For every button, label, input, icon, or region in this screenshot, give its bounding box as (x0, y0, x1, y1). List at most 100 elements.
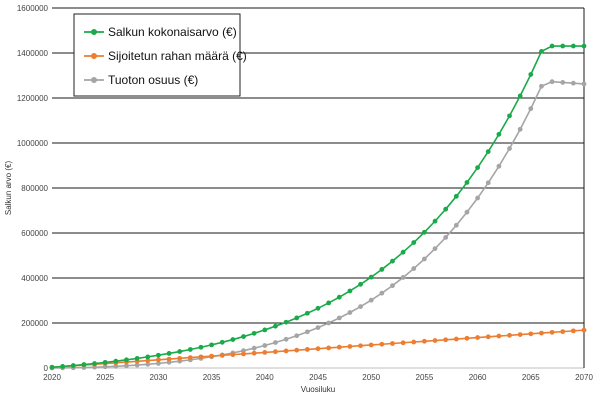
data-point-return (422, 256, 427, 262)
data-point-total (273, 323, 278, 329)
data-point-total (539, 49, 544, 54)
data-point-invested (560, 329, 566, 335)
data-point-total (475, 165, 480, 170)
data-point-invested (475, 335, 480, 340)
data-point-invested (198, 354, 204, 360)
data-point-return (304, 329, 310, 335)
data-point-return (368, 297, 374, 303)
data-point-invested (400, 340, 406, 346)
data-point-total (219, 339, 225, 345)
data-point-total (198, 344, 204, 350)
data-point-total (379, 267, 385, 272)
data-point-invested (315, 346, 321, 352)
data-point-total (315, 305, 321, 311)
data-point-invested (241, 351, 246, 357)
data-point-return (485, 180, 491, 186)
data-point-return (145, 361, 151, 367)
x-tick-labels: 2020 2025 2030 2035 2040 2045 2050 2055 2060 2065… (43, 373, 593, 382)
data-point-invested (507, 332, 512, 338)
data-point-return (347, 310, 353, 315)
data-point-invested (177, 355, 183, 361)
x-tick-label: 2055 (416, 373, 434, 382)
x-tick-label: 2050 (362, 373, 380, 382)
data-point-return (336, 315, 342, 321)
legend-label-return: Tuoton osuus (€) (108, 73, 198, 87)
data-point-invested (347, 344, 353, 349)
data-point-invested (273, 349, 278, 355)
data-point-total (283, 319, 289, 325)
data-point-return (581, 81, 587, 87)
data-point-invested (443, 337, 449, 343)
data-point-return (475, 195, 480, 201)
series-layer (49, 43, 587, 371)
data-point-total (156, 352, 161, 358)
y-tick-label: 1400000 (17, 49, 49, 58)
data-point-invested (262, 350, 268, 355)
data-point-total (336, 294, 342, 300)
data-point-total (347, 288, 353, 294)
data-point-invested (209, 353, 215, 359)
legend-marker-invested (91, 53, 97, 59)
data-point-return (517, 126, 523, 132)
data-point-total (464, 180, 470, 185)
legend: Salkun kokonaisarvo (€) Sijoitetun rahan… (73, 13, 247, 97)
data-point-total (432, 218, 438, 224)
data-point-total (124, 357, 129, 363)
x-tick-label: 2060 (469, 373, 487, 382)
data-point-return (496, 163, 502, 169)
x-tick-label: 2040 (256, 373, 274, 382)
data-point-return (539, 83, 544, 89)
data-point-return (528, 106, 534, 112)
data-point-return (294, 333, 300, 339)
data-point-total (422, 229, 427, 235)
data-point-invested (336, 344, 342, 350)
legend-label-invested: Sijoitetun rahan määrä (€) (108, 49, 247, 63)
data-point-return (326, 320, 332, 326)
legend-item-total: Salkun kokonaisarvo (€) (84, 25, 237, 39)
data-point-total (570, 43, 576, 49)
data-point-invested (422, 338, 427, 344)
data-point-return (453, 222, 459, 228)
data-point-total (92, 361, 97, 366)
data-point-total (209, 342, 215, 348)
data-point-return (134, 362, 140, 368)
legend-marker-return (91, 77, 97, 83)
data-point-invested (358, 343, 363, 349)
data-point-return (443, 235, 449, 240)
data-point-invested (156, 357, 161, 363)
data-point-total (528, 72, 534, 77)
data-point-return (432, 246, 438, 252)
y-tick-label: 1600000 (17, 4, 49, 13)
data-point-invested (304, 347, 310, 352)
series-total (49, 43, 587, 370)
data-point-total (134, 356, 140, 361)
data-point-return (507, 146, 512, 151)
data-point-total (400, 249, 406, 255)
data-point-return (400, 275, 406, 280)
data-point-return (358, 304, 363, 309)
data-point-invested (485, 334, 491, 340)
y-tick-label: 200000 (21, 319, 48, 328)
data-point-invested (453, 336, 459, 342)
data-point-total (251, 330, 257, 336)
data-point-invested (432, 338, 438, 343)
data-point-invested (368, 342, 374, 348)
data-point-invested (390, 341, 395, 346)
x-tick-label: 2070 (575, 373, 593, 382)
data-point-total (187, 347, 193, 352)
data-point-total (326, 300, 332, 306)
data-point-invested (294, 347, 300, 353)
x-tick-label: 2030 (150, 373, 168, 382)
data-point-return (379, 290, 385, 296)
data-point-total (581, 43, 587, 49)
data-point-return (262, 343, 268, 348)
data-point-invested (283, 348, 289, 354)
x-tick-label: 2035 (203, 373, 221, 382)
gridlines (52, 7, 585, 369)
data-point-return (549, 79, 555, 85)
data-point-total (70, 363, 76, 368)
y-tick-label: 0 (44, 364, 49, 373)
legend-item-invested: Sijoitetun rahan määrä (€) (84, 49, 247, 63)
y-tick-label: 400000 (21, 274, 48, 283)
